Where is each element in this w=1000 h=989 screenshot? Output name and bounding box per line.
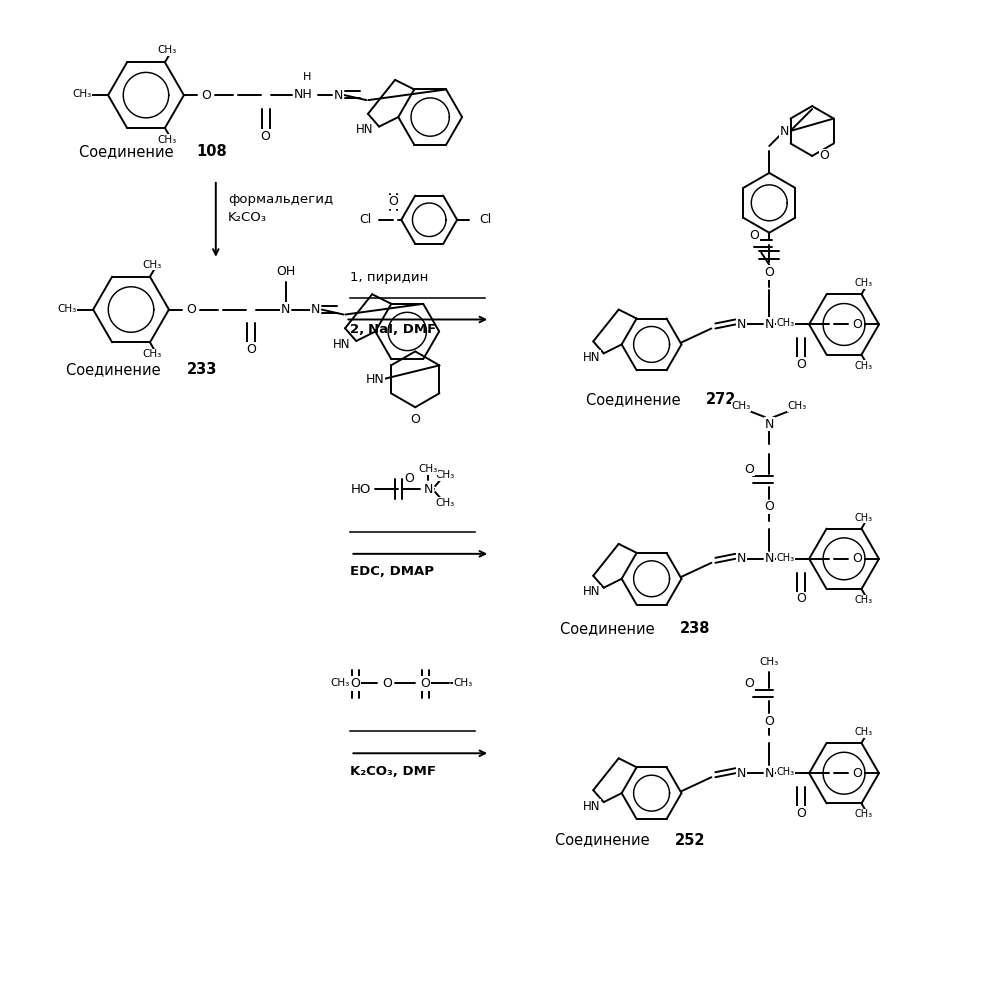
Text: Соединение: Соединение xyxy=(586,392,685,406)
Text: O: O xyxy=(201,89,211,102)
Text: HN: HN xyxy=(365,373,384,386)
Text: O: O xyxy=(261,130,271,142)
Text: O: O xyxy=(796,592,806,605)
Text: Соединение: Соединение xyxy=(79,144,178,159)
Text: HN: HN xyxy=(333,337,351,351)
Text: O: O xyxy=(388,195,398,209)
Text: O: O xyxy=(764,500,774,513)
Text: N: N xyxy=(765,766,774,779)
Text: 233: 233 xyxy=(187,362,217,377)
Text: CH₃: CH₃ xyxy=(419,464,438,474)
Text: O: O xyxy=(852,552,862,566)
Text: O: O xyxy=(420,676,430,690)
Text: K₂CO₃, DMF: K₂CO₃, DMF xyxy=(350,764,436,777)
Text: CH₃: CH₃ xyxy=(854,727,873,737)
Text: N: N xyxy=(281,303,290,316)
Text: O: O xyxy=(410,412,420,425)
Text: H: H xyxy=(303,72,312,82)
Text: N: N xyxy=(765,417,774,430)
Text: CH₃: CH₃ xyxy=(760,657,779,667)
Text: HN: HN xyxy=(582,351,600,364)
Text: CH₃: CH₃ xyxy=(58,304,77,314)
Text: HN: HN xyxy=(356,124,374,136)
Text: Соединение: Соединение xyxy=(555,833,654,848)
Text: N: N xyxy=(334,89,343,102)
Text: O: O xyxy=(764,266,774,279)
Text: CH₃: CH₃ xyxy=(331,678,350,688)
Text: O: O xyxy=(382,676,392,690)
Text: N: N xyxy=(737,552,746,566)
Text: O: O xyxy=(350,676,360,690)
Text: N: N xyxy=(737,318,746,331)
Text: N: N xyxy=(737,766,746,779)
Text: O: O xyxy=(186,303,196,316)
Text: CH₃: CH₃ xyxy=(732,402,751,411)
Text: CH₃: CH₃ xyxy=(776,553,794,563)
Text: CH₃: CH₃ xyxy=(854,595,873,605)
Text: O: O xyxy=(749,229,759,242)
Text: OH: OH xyxy=(276,265,295,278)
Text: O: O xyxy=(796,807,806,820)
Text: EDC, DMAP: EDC, DMAP xyxy=(350,566,434,579)
Text: CH₃: CH₃ xyxy=(776,767,794,777)
Text: O: O xyxy=(852,766,862,779)
Text: CH₃: CH₃ xyxy=(788,402,807,411)
Text: O: O xyxy=(852,318,862,331)
Text: N: N xyxy=(780,125,789,137)
Text: HN: HN xyxy=(582,585,600,598)
Text: Соединение: Соединение xyxy=(66,362,165,377)
Text: CH₃: CH₃ xyxy=(436,498,455,508)
Text: CH₃: CH₃ xyxy=(854,512,873,522)
Text: CH₃: CH₃ xyxy=(453,678,473,688)
Text: формальдегид: формальдегид xyxy=(228,193,333,207)
Text: 252: 252 xyxy=(675,833,705,848)
Text: N: N xyxy=(765,552,774,566)
Text: CH₃: CH₃ xyxy=(854,278,873,288)
Text: Cl: Cl xyxy=(359,214,372,226)
Text: O: O xyxy=(744,676,754,690)
Text: N: N xyxy=(424,483,433,495)
Text: HN: HN xyxy=(582,800,600,813)
Text: HO: HO xyxy=(350,483,371,495)
Text: N: N xyxy=(765,318,774,331)
Text: CH₃: CH₃ xyxy=(73,89,92,99)
Text: CH₃: CH₃ xyxy=(854,809,873,820)
Text: NaI, DMF: NaI, DMF xyxy=(368,323,437,336)
Text: O: O xyxy=(246,343,256,356)
Text: N: N xyxy=(311,303,320,316)
Text: 238: 238 xyxy=(680,621,710,636)
Text: CH₃: CH₃ xyxy=(436,470,455,480)
Text: CH₃: CH₃ xyxy=(854,361,873,371)
Text: NH: NH xyxy=(294,88,313,101)
Text: O: O xyxy=(744,463,754,476)
Text: O: O xyxy=(819,149,829,162)
Text: O: O xyxy=(796,358,806,371)
Text: K₂CO₃: K₂CO₃ xyxy=(228,212,267,225)
Text: Соединение: Соединение xyxy=(560,621,659,636)
Text: CH₃: CH₃ xyxy=(142,349,162,359)
Text: O: O xyxy=(404,472,414,485)
Text: O: O xyxy=(764,715,774,728)
Text: CH₃: CH₃ xyxy=(157,135,177,145)
Text: O: O xyxy=(764,265,774,278)
Text: 272: 272 xyxy=(705,392,736,406)
Text: 1, пиридин: 1, пиридин xyxy=(350,271,429,284)
Text: CH₃: CH₃ xyxy=(142,260,162,270)
Text: CH₃: CH₃ xyxy=(157,45,177,55)
Text: 108: 108 xyxy=(196,144,227,159)
Text: Cl: Cl xyxy=(479,214,491,226)
Text: 2,: 2, xyxy=(350,323,369,336)
Text: CH₃: CH₃ xyxy=(776,318,794,328)
